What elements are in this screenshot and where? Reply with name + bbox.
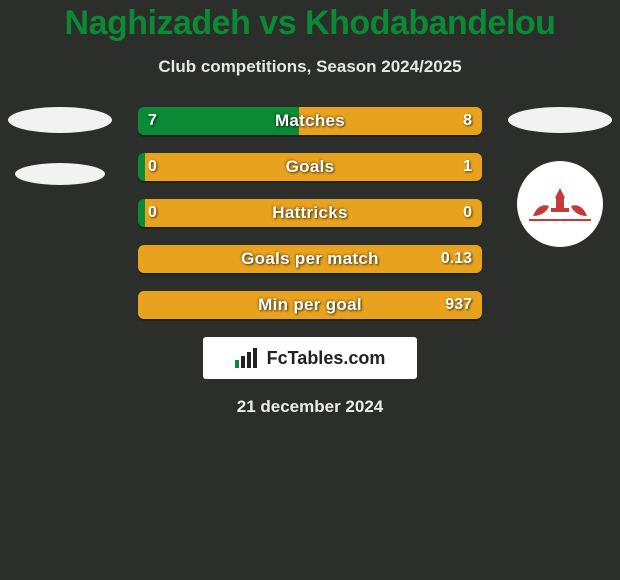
stat-row: Hattricks0 0	[138, 199, 482, 227]
stat-label: Matches	[138, 107, 482, 135]
stat-row: Goals0 1	[138, 153, 482, 181]
stat-value-right: 0	[463, 199, 472, 227]
stats-comparison-card: Naghizadeh vs Khodabandelou Club competi…	[0, 0, 620, 417]
crest-icon	[525, 182, 595, 226]
stat-value-left: 7	[148, 107, 157, 135]
right-player-badge	[500, 107, 620, 247]
stat-value-left: 0	[148, 199, 157, 227]
stat-value-right: 1	[463, 153, 472, 181]
stat-value-right: 937	[445, 291, 472, 319]
left-avatar-ellipse-2	[15, 163, 105, 185]
stat-value-left: 0	[148, 153, 157, 181]
source-logo: FcTables.com	[203, 337, 417, 379]
page-subtitle: Club competitions, Season 2024/2025	[0, 57, 620, 77]
stat-label: Hattricks	[138, 199, 482, 227]
stat-row: Goals per match0.13	[138, 245, 482, 273]
stat-value-right: 0.13	[441, 245, 472, 273]
barchart-icon	[235, 348, 261, 368]
date-text: 21 december 2024	[0, 397, 620, 417]
stat-label: Goals	[138, 153, 482, 181]
stat-row: Matches7 8	[138, 107, 482, 135]
chart-area: Matches78Goals01Hattricks00Goals per mat…	[0, 107, 620, 319]
right-club-crest	[517, 161, 603, 247]
page-title: Naghizadeh vs Khodabandelou	[0, 4, 620, 43]
stat-label: Goals per match	[138, 245, 482, 273]
stat-row: Min per goal937	[138, 291, 482, 319]
left-player-badge	[0, 107, 120, 185]
left-avatar-ellipse-1	[8, 107, 112, 133]
stat-value-right: 8	[463, 107, 472, 135]
source-logo-text: FcTables.com	[267, 348, 386, 369]
right-avatar-ellipse	[508, 107, 612, 133]
stat-bars: Matches78Goals01Hattricks00Goals per mat…	[138, 107, 482, 319]
stat-label: Min per goal	[138, 291, 482, 319]
